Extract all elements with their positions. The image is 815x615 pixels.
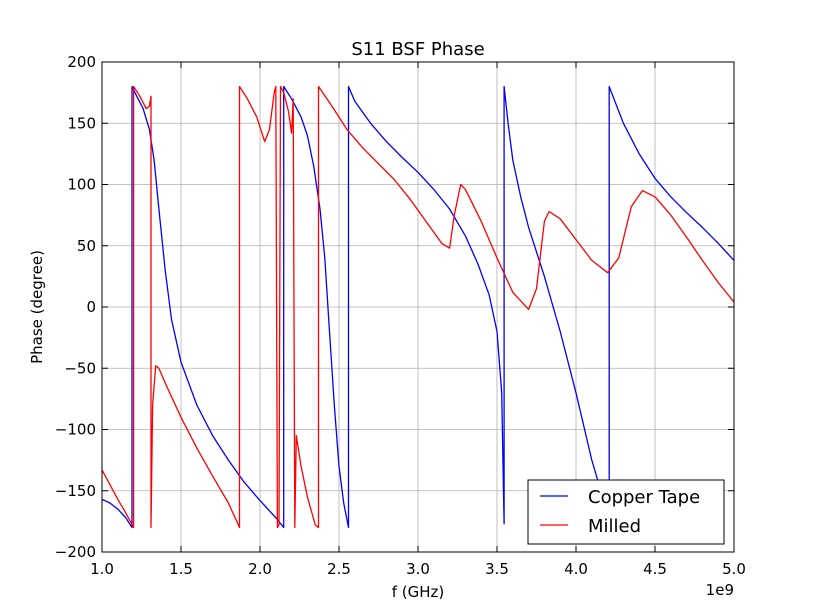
x-tick-label: 4.5: [643, 560, 667, 578]
x-axis-label: f (GHz): [392, 583, 445, 601]
y-tick-label: −50: [64, 359, 96, 377]
y-tick-label: 200: [67, 53, 96, 71]
x-axis-offset-label: 1e9: [706, 581, 734, 599]
x-tick-label: 2.5: [327, 560, 351, 578]
x-tick-label: 2.0: [248, 560, 272, 578]
y-tick-label: −200: [55, 543, 96, 561]
chart-title: S11 BSF Phase: [351, 39, 484, 60]
y-tick-label: 100: [67, 176, 96, 194]
x-tick-label: 1.5: [169, 560, 193, 578]
legend-label: Copper Tape: [588, 487, 700, 508]
x-tick-label: 3.0: [406, 560, 430, 578]
series-line-milled: [101, 85, 735, 529]
y-tick-label: 0: [86, 298, 96, 316]
y-tick-label: −100: [55, 421, 96, 439]
x-tick-label: 4.0: [564, 560, 588, 578]
x-tick-label: 3.5: [485, 560, 509, 578]
legend: Copper Tape Milled: [527, 479, 725, 545]
legend-box: [527, 479, 725, 545]
axis-ticks: 1.0 1.5 2.0 2.5 3.0 3.5 4.0 4.5 5.0 200 150 100 50 0 −…: [55, 53, 746, 578]
plot-area: [101, 85, 735, 529]
y-axis-label: Phase (degree): [28, 250, 46, 364]
x-tick-label: 5.0: [722, 560, 746, 578]
legend-label: Milled: [588, 516, 641, 537]
y-tick-label: 50: [77, 237, 96, 255]
y-tick-label: 150: [67, 114, 96, 132]
y-tick-label: −150: [55, 482, 96, 500]
x-tick-label: 1.0: [90, 560, 114, 578]
series-line-copper-tape: [101, 85, 735, 529]
